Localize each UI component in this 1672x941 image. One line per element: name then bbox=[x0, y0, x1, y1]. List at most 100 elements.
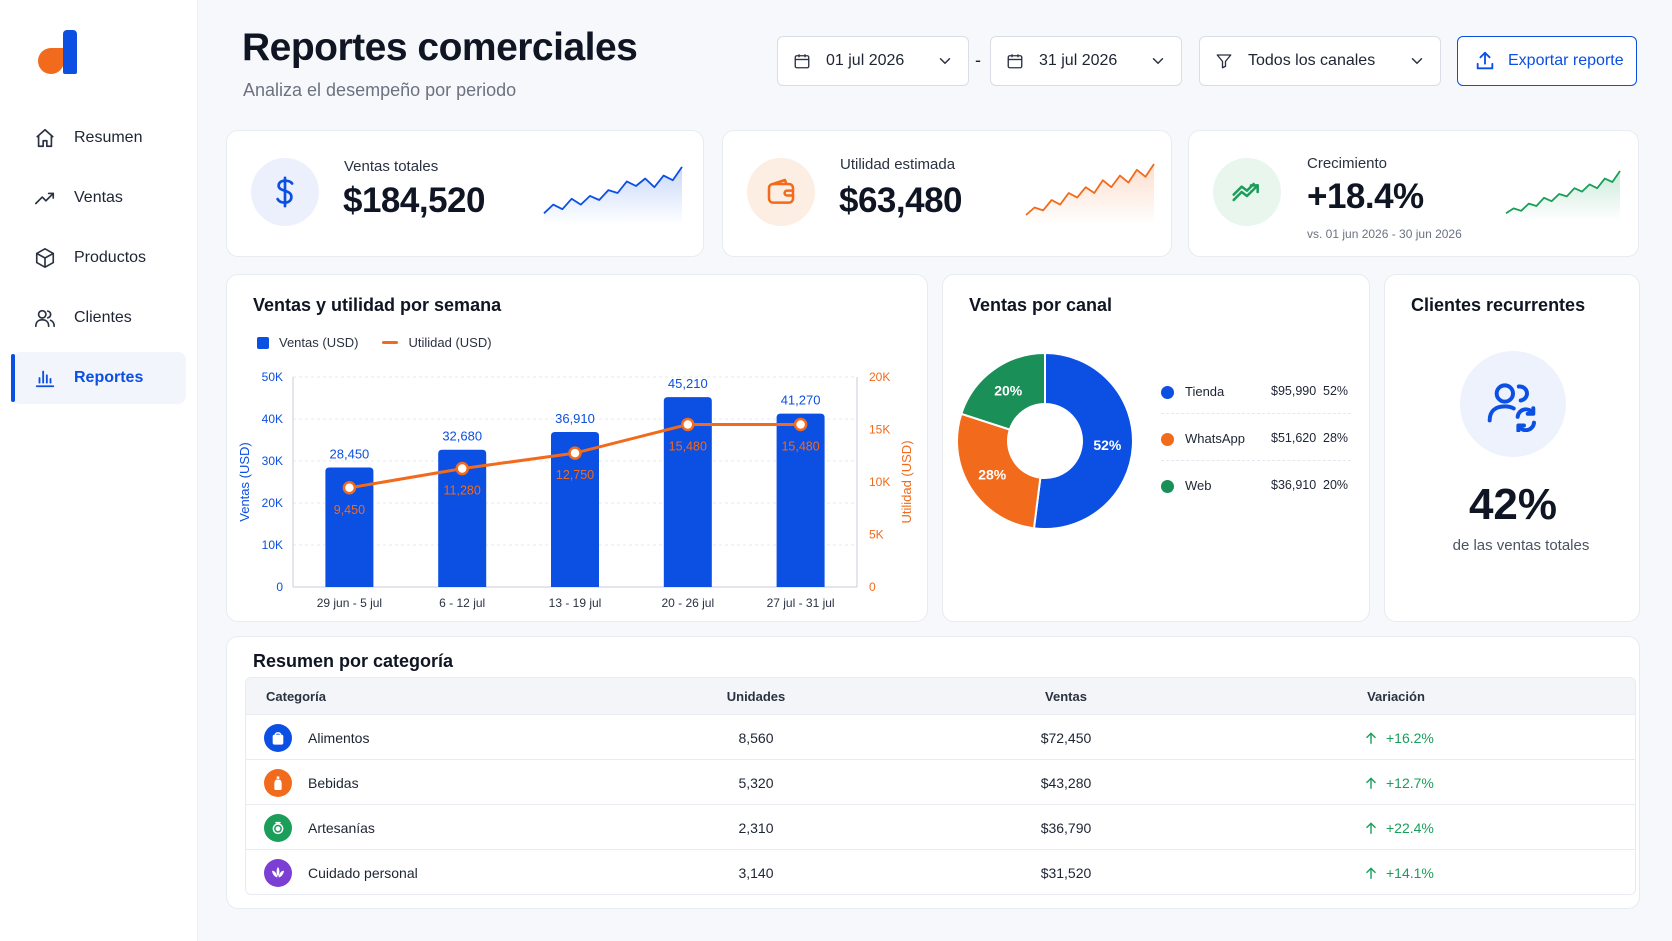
sidebar-item-resumen[interactable]: Resumen bbox=[12, 112, 186, 164]
users-icon bbox=[32, 305, 58, 331]
table-header: Categoría Unidades Ventas Variación bbox=[246, 678, 1635, 714]
kpi-label: Utilidad estimada bbox=[840, 156, 956, 173]
sidebar-item-label: Ventas bbox=[74, 189, 123, 206]
channel-name: WhatsApp bbox=[1185, 431, 1245, 446]
legend-swatch-profit bbox=[382, 341, 399, 344]
page-subtitle: Analiza el desempeño por periodo bbox=[243, 80, 517, 100]
category-units: 2,310 bbox=[738, 820, 774, 836]
table-row[interactable]: Bebidas 5,320 $43,280 +12.7% bbox=[246, 759, 1635, 804]
sidebar: Resumen Ventas Productos Clientes Report… bbox=[0, 0, 198, 941]
profit-point-label: 15,480 bbox=[781, 439, 819, 453]
date-from-picker[interactable]: 01 jul 2026 bbox=[777, 36, 969, 86]
recurring-customers-card: Clientes recurrentes 42% de las ventas t… bbox=[1384, 274, 1640, 622]
trending-up-icon bbox=[1213, 158, 1281, 226]
legend-dot bbox=[1161, 433, 1174, 446]
sales-bar-label: 32,680 bbox=[442, 429, 482, 444]
y-left-tick: 20K bbox=[262, 496, 283, 510]
y-right-tick: 5K bbox=[869, 528, 884, 542]
legend-dot bbox=[1161, 386, 1174, 399]
sales-bar bbox=[776, 413, 825, 587]
channel-amount: $95,990 bbox=[1271, 384, 1317, 398]
profit-point-label: 12,750 bbox=[556, 468, 594, 482]
y-left-tick: 0 bbox=[276, 580, 283, 594]
export-label: Exportar reporte bbox=[1508, 52, 1624, 69]
bag-icon bbox=[264, 724, 292, 752]
weekly-chart-card: Ventas y utilidad por semana Ventas (USD… bbox=[226, 274, 928, 622]
sparkline-area bbox=[544, 166, 682, 225]
sparkline-line bbox=[1505, 170, 1621, 214]
y-left-tick: 40K bbox=[262, 412, 283, 426]
table-row[interactable]: Artesanías 2,310 $36,790 +22.4% bbox=[246, 804, 1635, 849]
sidebar-item-clientes[interactable]: Clientes bbox=[12, 292, 186, 344]
category-sales: $43,280 bbox=[1040, 775, 1092, 791]
channel-donut-chart: 52% 28% 20% bbox=[956, 351, 1134, 530]
channel-chart-title: Ventas por canal bbox=[969, 295, 1113, 315]
date-to-picker[interactable]: 31 jul 2026 bbox=[990, 36, 1182, 86]
kpi-value: +18.4% bbox=[1307, 177, 1424, 216]
legend-dot bbox=[1161, 480, 1174, 493]
column-header-category: Categoría bbox=[266, 689, 326, 704]
category-table-title: Resumen por categoría bbox=[253, 651, 454, 671]
slice-whatsapp bbox=[956, 412, 1042, 530]
channel-filter-select[interactable]: Todos los canales bbox=[1199, 36, 1441, 86]
recurring-percent: 42% bbox=[1468, 480, 1558, 529]
kpi-value: $184,520 bbox=[343, 181, 485, 220]
users-refresh-icon bbox=[1460, 351, 1566, 457]
legend-label-sales: Ventas (USD) bbox=[279, 335, 359, 350]
legend-divider bbox=[1161, 460, 1351, 461]
category-sales: $36,790 bbox=[1040, 820, 1092, 836]
legend-swatch-sales bbox=[257, 336, 269, 349]
page-title: Reportes comerciales bbox=[242, 26, 638, 69]
sidebar-item-reportes[interactable]: Reportes bbox=[11, 352, 186, 404]
export-report-button[interactable]: Exportar reporte bbox=[1457, 36, 1637, 86]
table-row[interactable]: Cuidado personal 3,140 $31,520 +14.1% bbox=[246, 849, 1635, 894]
bottle-icon bbox=[264, 769, 292, 797]
category-table: Categoría Unidades Ventas Variación Alim… bbox=[245, 677, 1636, 895]
chevron-down-icon bbox=[1411, 58, 1423, 65]
calendar-icon bbox=[1005, 51, 1025, 71]
arrow-up-icon bbox=[1366, 822, 1376, 834]
variation-value: +12.7% bbox=[1386, 775, 1434, 791]
sidebar-item-productos[interactable]: Productos bbox=[12, 232, 186, 284]
kpi-comparison-note: vs. 01 jun 2026 - 30 jun 2026 bbox=[1307, 227, 1462, 241]
variation-value: +16.2% bbox=[1386, 730, 1434, 746]
profit-point bbox=[681, 417, 695, 432]
category-units: 8,560 bbox=[738, 730, 774, 746]
weekly-chart-title: Ventas y utilidad por semana bbox=[253, 295, 502, 315]
sales-bar-label: 28,450 bbox=[330, 447, 370, 462]
profit-point-label: 9,450 bbox=[334, 503, 365, 517]
sales-sparkline bbox=[543, 166, 683, 225]
kpi-card-profit: Utilidad estimada $63,480 bbox=[722, 130, 1172, 257]
sidebar-item-ventas[interactable]: Ventas bbox=[12, 172, 186, 224]
profit-point bbox=[793, 417, 808, 432]
wallet-icon bbox=[747, 158, 815, 226]
channel-name: Web bbox=[1185, 478, 1212, 493]
category-sales: $31,520 bbox=[1040, 865, 1092, 881]
x-tick-label: 6 - 12 jul bbox=[439, 596, 485, 610]
legend-label-profit: Utilidad (USD) bbox=[408, 335, 492, 350]
recurring-title: Clientes recurrentes bbox=[1411, 295, 1586, 315]
date-separator: - bbox=[975, 50, 981, 70]
profit-point-label: 11,280 bbox=[444, 484, 481, 498]
box-icon bbox=[32, 245, 58, 271]
weekly-chart-legend: Ventas (USD) Utilidad (USD) bbox=[257, 335, 492, 350]
category-variation: +12.7% bbox=[1364, 775, 1434, 791]
profit-point bbox=[455, 461, 469, 476]
channel-name: Tienda bbox=[1185, 384, 1225, 399]
variation-value: +14.1% bbox=[1386, 865, 1434, 881]
sales-bar bbox=[551, 431, 599, 587]
category-name: Artesanías bbox=[308, 820, 375, 836]
sparkline-area bbox=[1026, 164, 1154, 225]
trend-icon bbox=[32, 185, 58, 211]
y-right-tick: 0 bbox=[869, 580, 876, 594]
channel-legend-item: Web $36,910 20% bbox=[1161, 476, 1351, 498]
upload-icon bbox=[1476, 51, 1494, 70]
chevron-down-icon bbox=[939, 58, 951, 65]
kpi-label: Crecimiento bbox=[1307, 155, 1388, 172]
y-right-tick: 10K bbox=[869, 475, 890, 489]
arrow-up-icon bbox=[1366, 732, 1376, 744]
pie-slice-label: 20% bbox=[994, 382, 1023, 398]
slice-web bbox=[960, 351, 1046, 431]
table-row[interactable]: Alimentos 8,560 $72,450 +16.2% bbox=[246, 714, 1635, 759]
sparkline-line bbox=[543, 166, 683, 214]
